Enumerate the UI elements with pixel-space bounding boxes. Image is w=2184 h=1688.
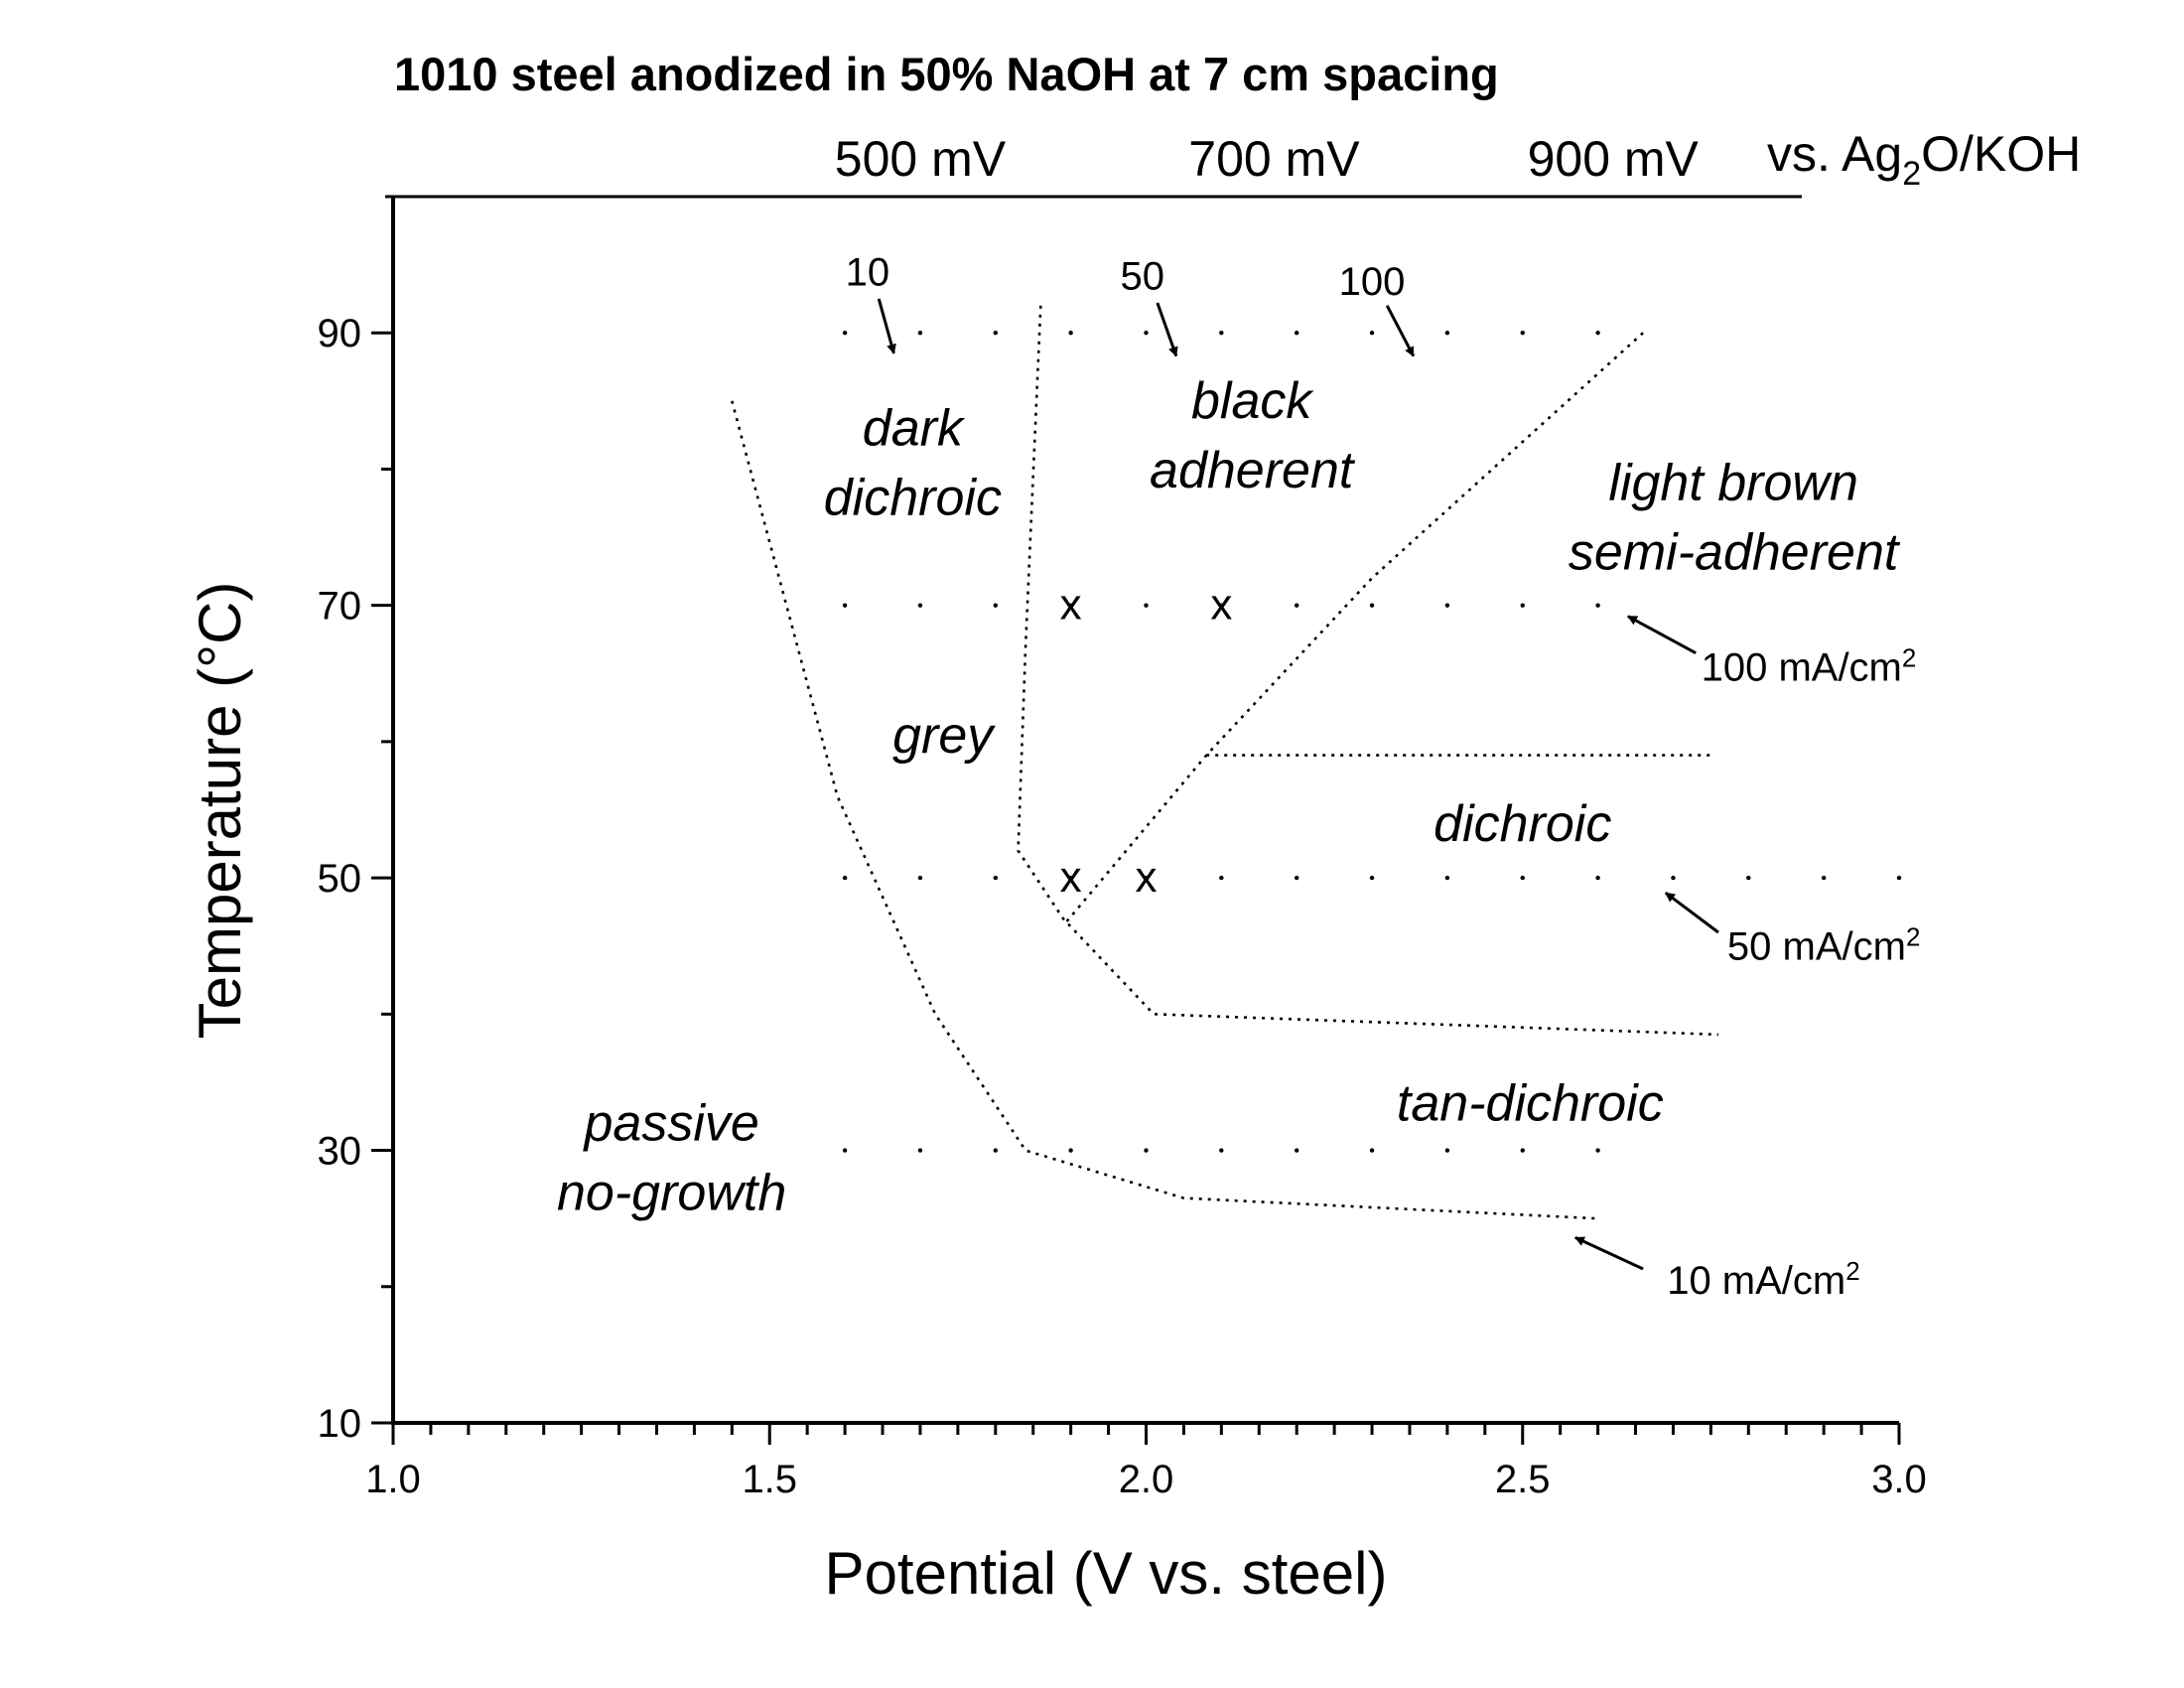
measurement-dot	[917, 1148, 923, 1153]
x-marker: x	[1060, 853, 1082, 902]
dark-dichroic-grey-boundary	[1017, 305, 1719, 1037]
markers: x x x x	[1060, 581, 1233, 902]
measurement-dot	[917, 875, 923, 881]
annotation-label: 100	[1339, 260, 1406, 304]
measurement-dot	[842, 875, 848, 881]
measurement-dot	[1520, 331, 1525, 336]
ticks: 1.0 1.5 2.0 2.5 3.0 10 30 50 70 90	[318, 312, 1927, 1501]
measurement-dot	[1068, 875, 1073, 881]
annotation-arrow	[1573, 1236, 1644, 1271]
measurement-dot	[1444, 875, 1450, 881]
x-axis-label: Potential (V vs. steel)	[825, 1540, 1388, 1607]
boundaries	[731, 305, 1719, 1220]
y-tick-label: 10	[318, 1402, 362, 1446]
measurement-dot	[1144, 331, 1149, 336]
measurement-dot	[1144, 875, 1149, 881]
measurement-dot	[1520, 1148, 1525, 1153]
y-axis-label: Temperature (°C)	[187, 582, 253, 1040]
annotation-arrow	[1627, 615, 1697, 655]
region-labels: dark dichroic black adherent light brown semi…	[557, 372, 1901, 1221]
annotation-arrow	[877, 298, 896, 354]
measurement-dot	[1595, 875, 1600, 881]
measurement-dot	[1671, 875, 1676, 881]
measurement-dot	[1444, 1148, 1450, 1153]
measurement-dot	[1219, 603, 1224, 608]
measurement-dot	[1295, 1148, 1299, 1153]
region-label: light brown semi-adherent	[1569, 454, 1901, 581]
measurement-dot	[1595, 1148, 1600, 1153]
measurement-dot	[842, 603, 848, 608]
measurement-dot	[1219, 1148, 1224, 1153]
measurement-dot	[1295, 603, 1299, 608]
measurement-dot	[1369, 331, 1375, 336]
x-marker: x	[1136, 853, 1158, 902]
y-tick-label: 90	[318, 312, 362, 355]
annotation-arrow	[1664, 892, 1719, 934]
measurement-dot	[1295, 875, 1299, 881]
region-label: tan-dichroic	[1397, 1075, 1664, 1133]
measurement-dot	[1896, 875, 1902, 881]
annotation-label: 50 mA/cm2	[1727, 922, 1921, 969]
measurement-dot	[1068, 1148, 1073, 1153]
measurement-dot	[993, 1148, 998, 1153]
annotations: 10 50 100 100 mA/cm2 50 mA/cm2 10 mA/cm2	[846, 250, 1921, 1302]
measurement-dot	[993, 331, 998, 336]
region-label: black adherent	[1150, 372, 1356, 499]
y-tick-label: 70	[318, 585, 362, 629]
y-tick-label: 30	[318, 1130, 362, 1174]
x-marker: x	[1210, 581, 1232, 630]
measurement-dot	[917, 331, 923, 336]
measurement-dot	[842, 1148, 848, 1153]
x-tick-label: 2.5	[1495, 1458, 1551, 1501]
x-marker: x	[1060, 581, 1082, 630]
measurement-dot	[1520, 603, 1525, 608]
measurement-dot	[1520, 875, 1525, 881]
measurement-dot	[1219, 331, 1224, 336]
x-tick-label: 3.0	[1871, 1458, 1927, 1501]
measurement-dots	[842, 331, 1902, 1153]
region-label: passive no-growth	[557, 1094, 786, 1221]
measurement-dot	[1144, 603, 1149, 608]
region-label: dichroic	[1433, 795, 1611, 853]
region-label: grey	[892, 707, 996, 765]
measurement-dot	[917, 603, 923, 608]
top-axis-label: 500 mV	[835, 131, 1007, 187]
annotation-label: 100 mA/cm2	[1702, 642, 1917, 689]
passive-boundary	[731, 400, 1598, 1220]
measurement-dot	[1068, 331, 1073, 336]
annotation-label: 50	[1120, 255, 1164, 299]
measurement-dot	[1821, 875, 1827, 881]
axes	[385, 195, 1899, 1425]
measurement-dot	[1369, 1148, 1375, 1153]
x-tick-label: 1.5	[742, 1458, 797, 1501]
top-axis-label: 900 mV	[1528, 131, 1700, 187]
measurement-dot	[1595, 331, 1600, 336]
x-tick-label: 1.0	[365, 1458, 421, 1501]
measurement-dot	[1068, 603, 1073, 608]
y-tick-label: 50	[318, 857, 362, 901]
x-tick-label: 2.0	[1119, 1458, 1174, 1501]
measurement-dot	[1746, 875, 1751, 881]
top-axis-label: 700 mV	[1188, 131, 1360, 187]
measurement-dot	[1295, 331, 1299, 336]
measurement-dot	[842, 331, 848, 336]
measurement-dot	[1595, 603, 1600, 608]
measurement-dot	[993, 875, 998, 881]
measurement-dot	[1369, 875, 1375, 881]
measurement-dot	[1444, 603, 1450, 608]
measurement-dot	[1144, 1148, 1149, 1153]
annotation-label: 10 mA/cm2	[1667, 1256, 1860, 1303]
chart-title: 1010 steel anodized in 50% NaOH at 7 cm …	[394, 48, 1499, 100]
top-axis: vs. Ag2O/KOH 500 mV 700 mV 900 mV	[835, 126, 2081, 193]
measurement-dot	[1444, 331, 1450, 336]
annotation-arrow	[1156, 302, 1178, 357]
measurement-dot	[1219, 875, 1224, 881]
annotation-arrow	[1385, 305, 1416, 357]
top-axis-reference-label: vs. Ag2O/KOH	[1767, 126, 2081, 193]
measurement-dot	[1369, 603, 1375, 608]
region-label: dark dichroic	[824, 400, 1002, 527]
measurement-dot	[993, 603, 998, 608]
annotation-label: 10	[846, 250, 890, 294]
